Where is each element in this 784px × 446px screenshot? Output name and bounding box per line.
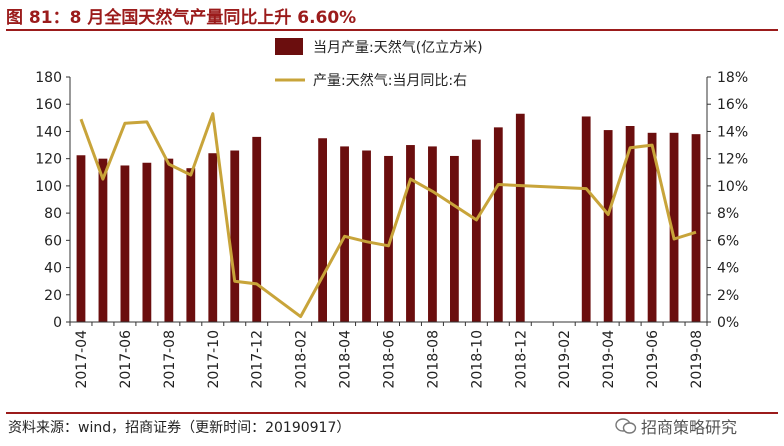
right-tick-label: 10%: [717, 179, 748, 195]
x-tick-label: 2017-12: [250, 330, 266, 389]
bar-2017-09: [186, 168, 196, 322]
chart-canvas: 0 20 40 60 80 100 120 140 160 180 0% 2% 4% 6% 8% 10% 12…: [35, 38, 748, 389]
bar-2017-12: [252, 136, 262, 322]
x-tick-label: 2019-02: [557, 330, 573, 389]
bar-2018-08: [428, 146, 437, 322]
watermark-text: 招商策略研究: [641, 418, 738, 437]
footer-divider: [6, 412, 778, 414]
x-tick-label: 2018-12: [513, 330, 529, 389]
bar-2019-06: [647, 132, 657, 322]
bar-2019-07: [669, 132, 679, 322]
bar-2018-12: [515, 113, 525, 322]
left-tick-label: 160: [35, 97, 62, 113]
right-tick-label: 14%: [717, 124, 748, 140]
left-tick-label: 0: [53, 315, 62, 331]
left-tick-label: 40: [44, 261, 62, 277]
title-divider: [6, 29, 778, 31]
x-tick-label: 2017-10: [206, 330, 222, 389]
bar-2018-06: [384, 155, 393, 322]
bar-2019-05: [625, 126, 635, 322]
figure-title: 图 81：8 月全国天然气产量同比上升 6.60%: [6, 8, 357, 28]
left-tick-label: 60: [44, 233, 62, 249]
right-tick-label: 6%: [717, 233, 739, 249]
bar-2018-04: [340, 146, 349, 322]
right-tick-label: 12%: [717, 152, 748, 168]
bar-2017-06: [120, 165, 130, 322]
right-axis-ticks: 0% 2% 4% 6% 8% 10% 12% 14% 16% 18%: [707, 70, 748, 331]
x-tick-label: 2018-10: [469, 330, 485, 389]
left-tick-label: 100: [35, 179, 62, 195]
legend-swatch-bar: [275, 38, 303, 55]
bar-2019-04: [603, 130, 613, 322]
watermark: 招商策略研究: [615, 414, 737, 438]
bar-2018-11: [493, 127, 503, 322]
bar-series: [76, 113, 701, 322]
bar-2018-05: [362, 150, 371, 322]
x-tick-label: 2019-08: [689, 330, 705, 389]
x-tick-label: 2018-04: [338, 330, 354, 389]
bar-2017-10: [208, 153, 218, 322]
bar-2019-03: [581, 116, 591, 322]
bar-2017-11: [230, 150, 240, 322]
bar-2017-05: [98, 158, 108, 322]
x-axis-ticks: 2017-04 2017-06 2017-08 2017-10 2017-12 2018-…: [69, 322, 708, 389]
legend-label-line: 产量:天然气:当月同比:右: [313, 72, 467, 89]
source-note: 资料来源：wind，招商证券（更新时间：20190917）: [8, 420, 351, 436]
bar-2018-10: [471, 139, 481, 322]
left-tick-label: 80: [44, 206, 62, 222]
left-tick-label: 20: [44, 288, 62, 304]
bar-2019-08: [691, 134, 701, 322]
x-tick-label: 2018-02: [294, 330, 310, 389]
chart-axes: [69, 77, 708, 323]
left-tick-label: 120: [35, 152, 62, 168]
bar-2018-07: [406, 145, 415, 322]
right-tick-label: 2%: [717, 288, 739, 304]
chart-legend: 当月产量:天然气(亿立方米) 产量:天然气:当月同比:右: [275, 38, 483, 89]
right-tick-label: 16%: [717, 97, 748, 113]
legend-label-bar: 当月产量:天然气(亿立方米): [313, 39, 483, 56]
left-tick-label: 180: [35, 70, 62, 86]
wechat-icon: [615, 418, 637, 434]
x-tick-label: 2019-06: [645, 330, 661, 389]
left-tick-label: 140: [35, 124, 62, 140]
x-tick-label: 2018-08: [425, 330, 441, 389]
x-tick-label: 2017-04: [74, 330, 90, 389]
right-tick-label: 8%: [717, 206, 739, 222]
x-tick-label: 2019-04: [601, 330, 617, 389]
left-axis-ticks: 0 20 40 60 80 100 120 140 160 180: [35, 70, 70, 331]
bar-2018-03: [318, 138, 327, 322]
x-tick-label: 2018-06: [382, 330, 398, 389]
x-tick-label: 2017-08: [162, 330, 178, 389]
bar-2017-04: [76, 155, 86, 322]
right-tick-label: 0%: [717, 315, 739, 331]
bar-2017-07: [142, 162, 152, 322]
right-tick-label: 4%: [717, 261, 739, 277]
bar-2018-09: [450, 155, 459, 322]
line-series-path: [79, 112, 697, 319]
bar-2017-08: [164, 158, 174, 322]
x-tick-label: 2017-06: [118, 330, 134, 389]
right-tick-label: 18%: [717, 70, 748, 86]
